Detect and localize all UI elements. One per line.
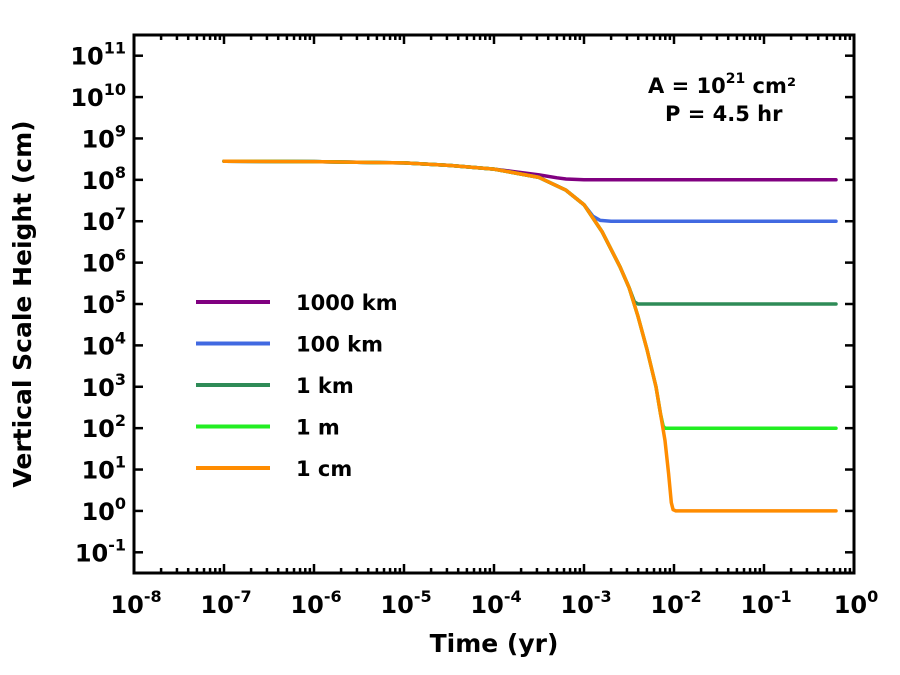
legend-label-2: 1 km [296, 374, 354, 398]
annotation-period: P = 4.5 hr [665, 102, 783, 126]
y-tick-label-9: 108 [81, 163, 126, 195]
y-tick-label-1: 100 [81, 494, 126, 526]
legend-label-3: 1 m [296, 416, 340, 440]
x-tick-label-3: 10-5 [380, 587, 431, 619]
series-layer [222, 159, 838, 513]
legend: 1000 km 100 km 1 km 1 m 1 cm [196, 291, 398, 481]
x-tick-labels: 10-8 10-7 10-6 10-5 10-4 10-3 10-2 10-1 100 [110, 587, 878, 619]
y-tick-label-3: 102 [81, 411, 126, 443]
y-tick-label-10: 109 [81, 121, 126, 153]
x-tick-label-7: 10-1 [740, 587, 791, 619]
x-tick-label-8: 100 [834, 587, 879, 619]
y-tick-label-5: 104 [81, 328, 126, 360]
x-tick-label-6: 10-2 [650, 587, 701, 619]
y-tick-label-6: 105 [81, 287, 126, 319]
y-axis-label: Vertical Scale Height (cm) [8, 120, 37, 487]
y-tick-label-7: 106 [81, 246, 126, 278]
y-tick-label-4: 103 [81, 370, 126, 402]
y-tick-label-8: 107 [81, 204, 126, 236]
y-tick-labels: 10-1 100 101 102 103 104 105 106 107 108 109 1010 10… [70, 39, 126, 568]
annotation-area: A = 1021 cm² [648, 71, 796, 98]
legend-label-4: 1 cm [296, 457, 352, 481]
series-line-4 [222, 159, 838, 513]
y-tick-label-12: 1011 [70, 39, 126, 71]
y-tick-label-0: 10-1 [75, 535, 126, 567]
x-tick-label-5: 10-3 [560, 587, 611, 619]
x-axis-label: Time (yr) [430, 629, 559, 658]
y-tick-label-11: 1010 [70, 80, 126, 112]
legend-label-1: 100 km [296, 333, 383, 357]
x-tick-label-1: 10-7 [200, 587, 251, 619]
x-tick-label-4: 10-4 [470, 587, 521, 619]
tick-layer [132, 35, 856, 573]
y-tick-label-2: 101 [81, 453, 126, 485]
x-tick-label-2: 10-6 [290, 587, 341, 619]
legend-label-0: 1000 km [296, 291, 398, 315]
x-tick-label-0: 10-8 [110, 587, 161, 619]
